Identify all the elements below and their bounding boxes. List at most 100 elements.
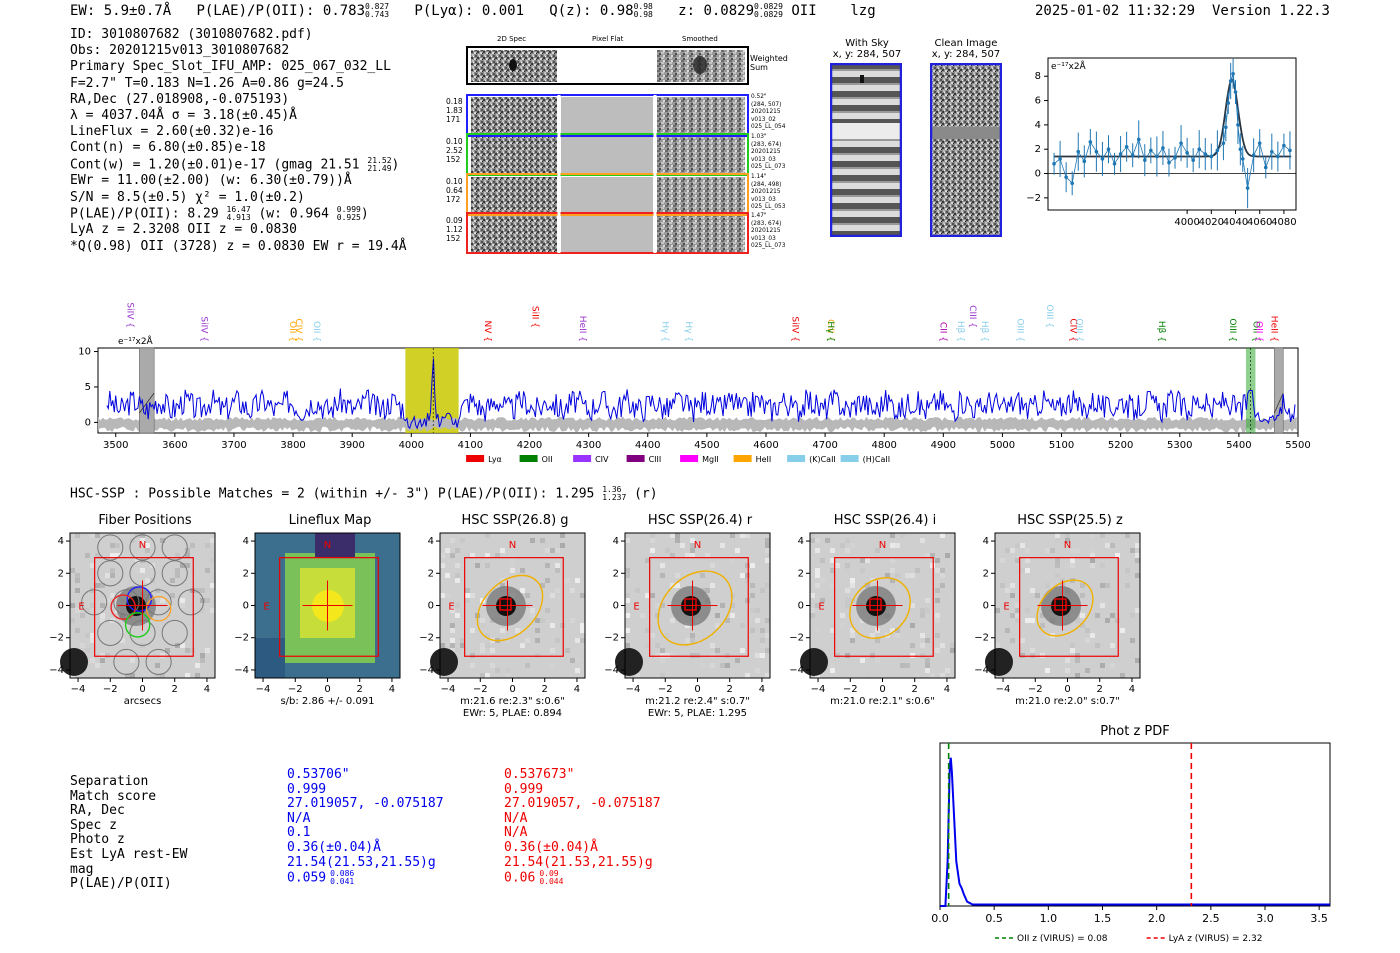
cutout-pixel <box>1080 623 1085 628</box>
cutout-pixel <box>830 628 835 633</box>
plae-w-end: ) <box>360 206 369 222</box>
hsc-plae-hi: 1.36 <box>602 485 622 494</box>
plae-w: (w: 0.964 <box>258 206 329 222</box>
cutout-pixel <box>670 583 675 588</box>
cutout-ytick-label: 0 <box>243 601 249 612</box>
cutout-pixel <box>180 643 185 648</box>
photz-xtick-label: 3.0 <box>1256 912 1274 925</box>
cutout-pixel <box>670 618 675 623</box>
cutout-pixel <box>475 563 480 568</box>
cutout-pixel <box>815 548 820 553</box>
cutout-pixel <box>920 538 925 543</box>
cutout-pixel <box>550 548 555 553</box>
cutout-ytick-label: 0 <box>428 601 434 612</box>
cutout-pixel <box>725 618 730 623</box>
match-col-1: 0.53706" 0.999 27.019057, -0.075187 N/A 0.1 0… <box>287 767 444 886</box>
cutout-pixel <box>1070 648 1075 653</box>
cutout-pixel <box>1045 633 1050 638</box>
cutout-pixel <box>725 653 730 658</box>
cutout-pixel <box>905 573 910 578</box>
cutout-pixel <box>700 663 705 668</box>
cutout-pixel <box>1070 558 1075 563</box>
cutout-subtitle: m:21.0 re:2.1" s:0.6" <box>830 696 935 707</box>
cutout-pixel <box>210 538 215 543</box>
cutout-ytick-label: −4 <box>420 665 434 676</box>
cutout-subtitle: s/b: 2.86 +/- 0.091 <box>280 696 374 707</box>
cutout-pixel <box>440 553 445 558</box>
north-label: N <box>509 540 516 551</box>
cutout-pixel <box>470 553 475 558</box>
cutout-pixel <box>170 663 175 668</box>
full-legend-swatch <box>680 455 699 462</box>
fiber-red <box>110 594 136 620</box>
header-z-lo: 0.0829 <box>754 10 783 19</box>
cutout-pixel <box>835 563 840 568</box>
cutout-pixel <box>1135 608 1140 613</box>
cutout-pixel <box>660 563 665 568</box>
cutout-xtick-label: −2 <box>103 684 118 695</box>
cutout-pixel <box>1040 623 1045 628</box>
cutout-pixel <box>690 553 695 558</box>
photz-xtick-label: 1.0 <box>1040 912 1058 925</box>
fiber-row-1 <box>466 94 749 137</box>
cutout-pixel <box>500 548 505 553</box>
cutout-pixel <box>920 608 925 613</box>
fiber-circle <box>113 589 140 616</box>
full-xtick-label: 4800 <box>871 440 896 451</box>
plae-text: P(LAE)/P(OII): 8.29 <box>70 206 219 222</box>
cutout-pixel <box>90 533 95 538</box>
full-line-label: Hγ { <box>825 321 835 342</box>
weighted-sum-label: Weighted Sum <box>750 54 788 72</box>
full-xtick-label: 5500 <box>1285 440 1310 451</box>
cutout-pixel <box>865 558 870 563</box>
cutout-pixel <box>1025 608 1030 613</box>
cutout-pixel <box>455 603 460 608</box>
cutout-pixel <box>110 553 115 558</box>
info-sn: S/N = 8.5(±0.5) χ² = 1.0(±0.2) <box>70 189 305 205</box>
cutout-pixel <box>865 583 870 588</box>
cutout-pixel <box>845 588 850 593</box>
cutout-pixel <box>455 613 460 618</box>
cutout-pixel <box>1025 548 1030 553</box>
cutout-pixel <box>755 618 760 623</box>
cutout-title: HSC SSP(25.5) z <box>1017 513 1123 528</box>
cutout-xtick-label: 4 <box>759 684 765 695</box>
full-legend-swatch <box>519 455 538 462</box>
match-value: 27.019057, -0.075187 <box>504 796 661 812</box>
cutout-pixel <box>765 648 770 653</box>
photz-title: Phot z PDF <box>1100 724 1170 739</box>
cutout-pixel <box>455 588 460 593</box>
full-ylabel: e⁻¹⁷x2Å <box>118 335 154 347</box>
clean-image-label: Clean Image <box>934 38 998 49</box>
cutout-pixel <box>815 583 820 588</box>
cutout-pixel <box>1135 658 1140 663</box>
cutout-pixel <box>210 608 215 613</box>
cutout-pixel <box>135 568 140 573</box>
cutout-xtick-label: 4 <box>1129 684 1135 695</box>
cutout-pixel <box>485 643 490 648</box>
cutout-pixel <box>1105 543 1110 548</box>
cutout-pixel <box>890 568 895 573</box>
cutout-pixel <box>90 633 95 638</box>
cutout-pixel <box>480 643 485 648</box>
cutout-pixel <box>90 658 95 663</box>
cutout-pixel <box>80 533 85 538</box>
cutout-pixel <box>535 653 540 658</box>
contw-lo: 21.49 <box>367 163 392 173</box>
hsc-title-text: HSC-SSP : Possible Matches = 2 (within +… <box>70 486 595 502</box>
hsc-center-box <box>1054 598 1067 611</box>
match-col-2: 0.537673" 0.999 27.019057, -0.075187 N/A N/A… <box>504 767 661 886</box>
match-label: Est LyA rest-EW <box>70 846 188 862</box>
cutout-ytick-label: 2 <box>428 568 434 579</box>
cutout-pixel <box>740 648 745 653</box>
lineflux-masked <box>315 533 355 558</box>
match-plae-hi: 0.09 <box>539 869 559 879</box>
fiber-row-1-left-stats: 0.18 1.83 171 <box>446 97 463 124</box>
zoom-xtick-label: 4060 <box>1247 217 1272 228</box>
cutout-pixel <box>1055 533 1060 538</box>
match-value: 0.537673" <box>504 767 575 782</box>
fiber-circle <box>161 534 188 561</box>
full-spectrum-line <box>106 358 1296 430</box>
fiber-row-2-right-info: 1.03" (283, 674) 20201215 v013_03 025_LL_073 <box>751 134 785 172</box>
zoom-xtick-label: 4040 <box>1223 217 1248 228</box>
